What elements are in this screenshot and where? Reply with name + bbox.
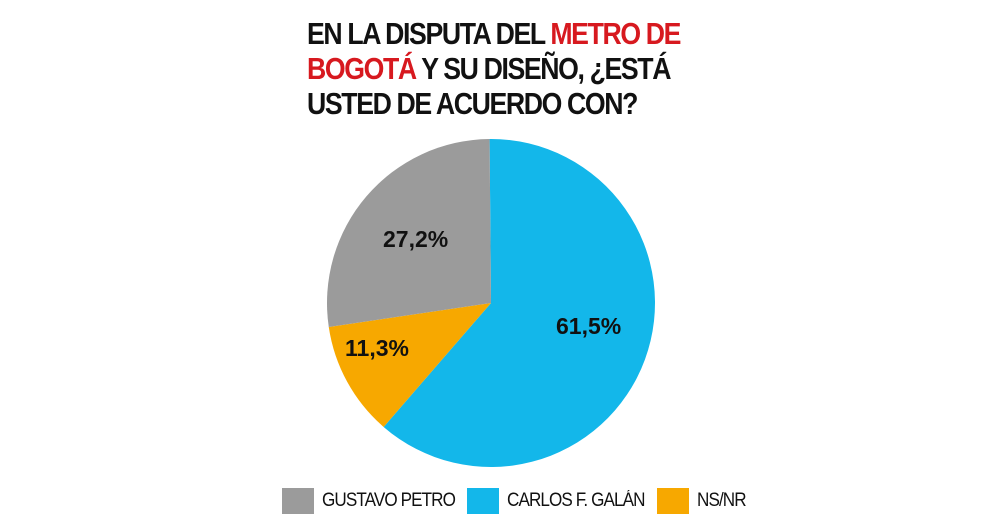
legend-item-nsnr: NS/NR [657,487,751,514]
legend-swatch-orange [657,487,689,514]
pie-slice-1 [328,303,491,427]
chart-title: EN LA DISPUTA DEL METRO DE BOGOTÁ Y SU D… [307,16,681,121]
title-highlight: METRO DE [550,16,681,51]
title-line-2: BOGOTÁ Y SU DISEÑO, ¿ESTÁ [307,51,671,86]
pie-slice-2 [327,139,491,328]
title-line-3: USTED DE ACUERDO CON? [307,86,638,121]
slice-label-galan: 61,5% [556,313,621,339]
legend-swatch-gray [282,487,314,514]
pie-slice-0 [383,139,655,467]
title-line-1: EN LA DISPUTA DEL METRO DE [307,16,681,51]
legend-item-petro: GUSTAVO PETRO [282,487,457,514]
legend: GUSTAVO PETRO CARLOS F. GALÁN NS/NR [282,487,761,514]
legend-swatch-blue [467,487,499,514]
pie-slices [327,139,655,467]
title-highlight: BOGOTÁ [307,51,417,86]
slice-label-petro: 27,2% [383,226,448,252]
legend-item-galan: CARLOS F. GALÁN [467,487,647,514]
slice-label-nsnr: 11,3% [345,335,409,361]
